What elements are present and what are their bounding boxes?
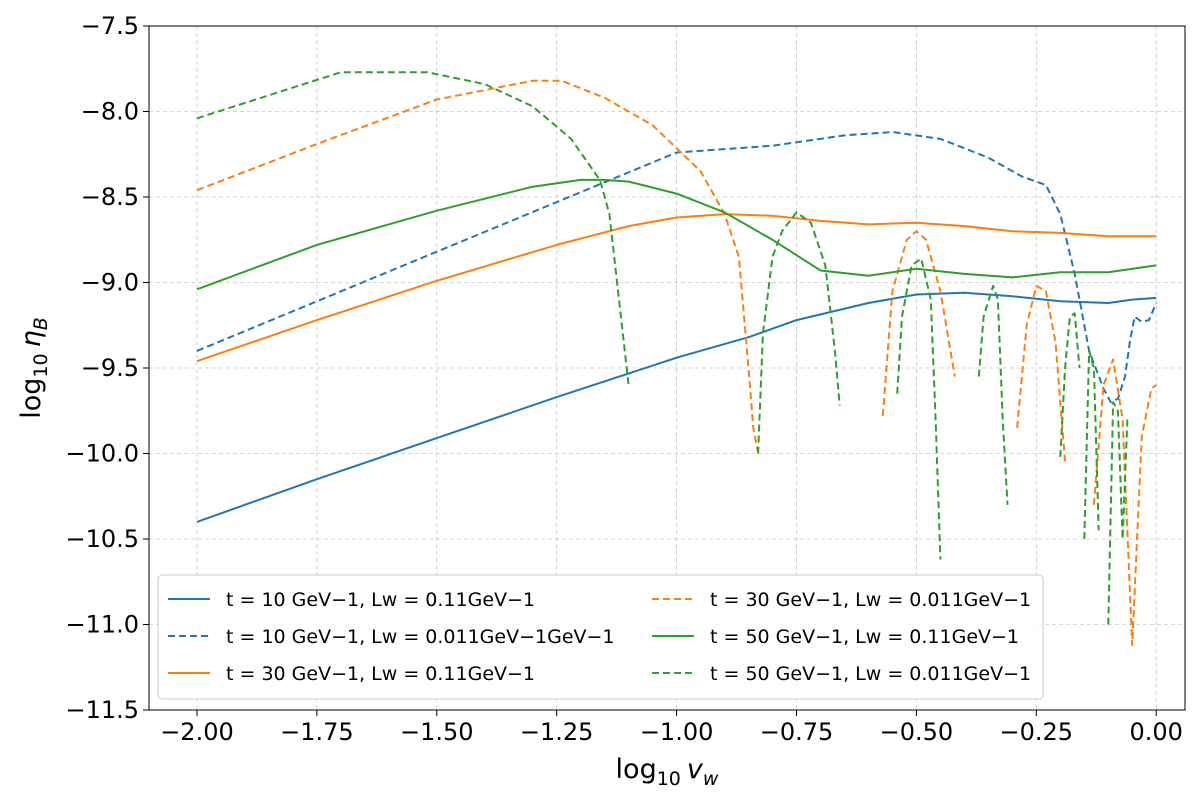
series-line-5 xyxy=(196,71,1129,625)
series-line-0 xyxy=(196,291,1157,523)
y-tick-label: −11.5 xyxy=(65,696,139,724)
x-tick-label: −1.25 xyxy=(520,718,594,746)
x-tick-label: −0.25 xyxy=(1000,718,1074,746)
legend-label-2: t = 30 GeV−1, Lw = 0.11GeV−1 xyxy=(226,663,535,685)
x-tick-label: 0.00 xyxy=(1130,718,1183,746)
series-line-3 xyxy=(196,79,1157,646)
y-tick-label: −11.0 xyxy=(65,611,139,639)
legend-label-0: t = 10 GeV−1, Lw = 0.11GeV−1 xyxy=(226,589,535,611)
x-tick-label: −1.75 xyxy=(280,718,354,746)
y-tick-label: −9.0 xyxy=(81,269,139,297)
x-tick-label: −1.00 xyxy=(640,718,714,746)
series-lines xyxy=(196,71,1158,646)
x-tick-label: −0.50 xyxy=(880,718,954,746)
legend-label-4: t = 50 GeV−1, Lw = 0.11GeV−1 xyxy=(710,626,1019,648)
y-tick-label: −10.5 xyxy=(65,525,139,553)
series-line-2 xyxy=(196,213,1157,363)
legend-label-3: t = 30 GeV−1, Lw = 0.011GeV−1 xyxy=(710,589,1031,611)
y-tick-label: −10.0 xyxy=(65,440,139,468)
x-tick-label: −1.50 xyxy=(400,718,474,746)
legend-box xyxy=(157,574,1044,700)
y-tick-label: −7.5 xyxy=(81,12,139,40)
series-line-1 xyxy=(196,131,1158,404)
x-tick-label: −2.00 xyxy=(160,718,234,746)
series-line-4 xyxy=(196,178,1157,291)
axis-ticks: −2.00 −1.75 −1.50 −1.25 −1.00 −0.75 −0.50 −0.25… xyxy=(65,12,1182,746)
y-tick-label: −9.5 xyxy=(81,354,139,382)
legend-label-1: t = 10 GeV−1, Lw = 0.011GeV−1GeV−1 xyxy=(226,626,615,648)
y-tick-label: −8.0 xyxy=(81,98,139,126)
x-tick-label: −0.75 xyxy=(760,718,834,746)
legend: t = 10 GeV−1, Lw = 0.11GeV−1 t = 10 GeV−1… xyxy=(157,574,1044,700)
y-tick-label: −8.5 xyxy=(81,183,139,211)
legend-label-5: t = 50 GeV−1, Lw = 0.011GeV−1 xyxy=(710,663,1031,685)
